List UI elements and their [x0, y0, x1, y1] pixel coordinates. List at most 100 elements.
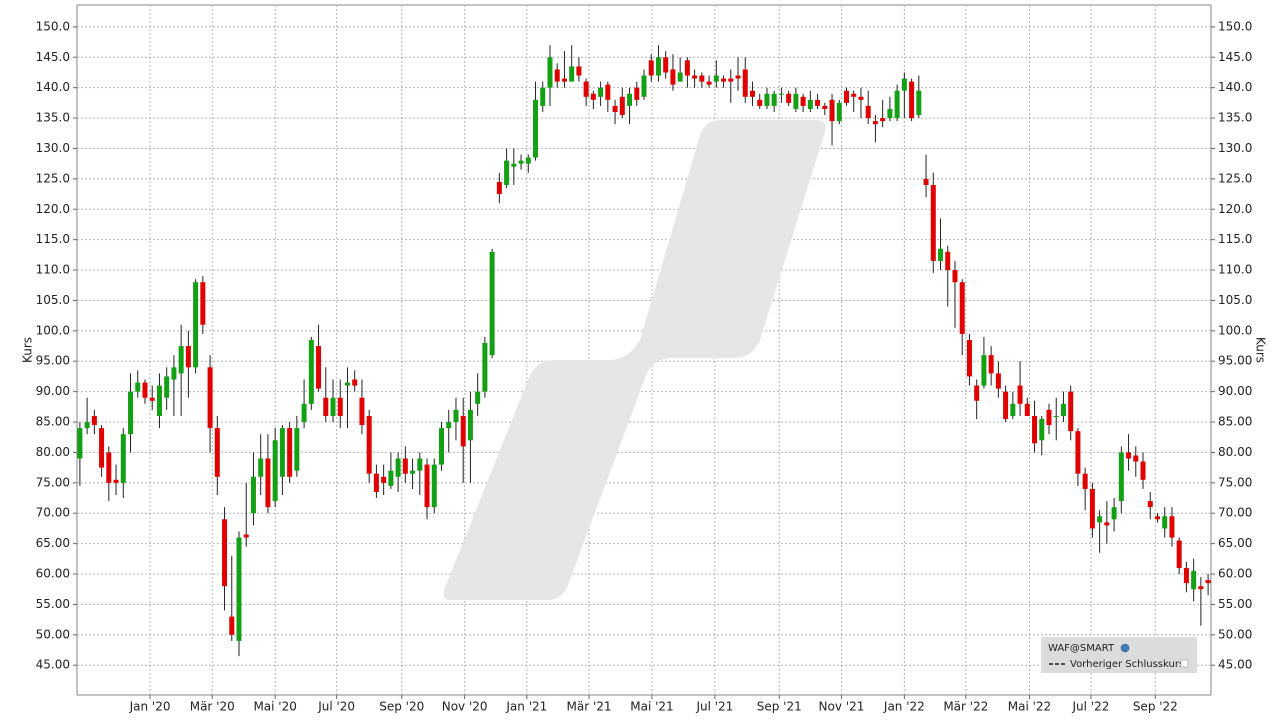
candle-body [829, 99, 835, 122]
candle-body [851, 93, 857, 97]
candle-body [569, 66, 575, 82]
x-tick-label: Nov '21 [819, 700, 865, 714]
candle-body [670, 69, 676, 85]
candle-body [439, 428, 444, 465]
candle-body [1089, 488, 1095, 529]
y2-tick-label: 105.0 [1218, 293, 1252, 307]
y2-tick-label: 50.00 [1218, 627, 1252, 641]
candle-body [583, 81, 589, 97]
candle-body [554, 69, 560, 82]
candle-body [663, 57, 669, 73]
y-tick-label: 90.00 [36, 384, 70, 398]
y2-tick-label: 60.00 [1218, 567, 1252, 581]
candle-body [735, 75, 741, 79]
x-tick-label: Jul '20 [317, 700, 355, 714]
candle-body [576, 66, 582, 76]
x-tick-label: Jan '21 [505, 700, 547, 714]
legend-checkbox[interactable] [1180, 659, 1189, 668]
y2-tick-label: 80.00 [1218, 445, 1252, 459]
x-tick-label: Mai '20 [253, 700, 296, 714]
x-tick-label: Mär '21 [567, 700, 612, 714]
candle-body [178, 346, 184, 374]
y-tick-label: 145.0 [36, 50, 70, 64]
candle-body [453, 409, 459, 423]
y-axis-title: Kurs [21, 337, 35, 363]
candle-body [858, 96, 864, 100]
candle-body [605, 84, 611, 100]
candle-body [410, 470, 416, 474]
candle-body [619, 96, 625, 116]
candle-body [128, 391, 134, 435]
candle-body [120, 434, 126, 483]
candle-body [250, 476, 256, 514]
candle-body [1162, 516, 1168, 529]
candle-body [1191, 570, 1197, 590]
x-tick-label: Jan '20 [129, 700, 171, 714]
candle-body [337, 397, 343, 416]
y-tick-label: 140.0 [36, 80, 70, 94]
candle-body [764, 93, 770, 106]
candle-body [272, 440, 278, 502]
y2-tick-label: 110.0 [1218, 263, 1252, 277]
y2-tick-label: 120.0 [1218, 202, 1252, 216]
candle-body [185, 346, 191, 368]
candle-body [793, 93, 799, 109]
candle-body [424, 464, 430, 508]
y2-tick-label: 150.0 [1218, 19, 1252, 33]
candle-body [1075, 431, 1081, 474]
candle-body [981, 355, 987, 386]
candle-body [959, 282, 965, 334]
candle-body [930, 184, 936, 261]
candle-body [887, 108, 893, 119]
candle-body [807, 99, 813, 109]
candle-body [634, 87, 640, 100]
candle-body [1097, 516, 1103, 523]
y2-tick-label: 90.00 [1218, 384, 1252, 398]
candle-body [1053, 415, 1059, 417]
y2-tick-label: 70.00 [1218, 506, 1252, 520]
y2-tick-label: 145.0 [1218, 50, 1252, 64]
candle-body [381, 476, 387, 483]
candle-body [330, 397, 336, 416]
y2-tick-label: 140.0 [1218, 80, 1252, 94]
candle-body [771, 93, 777, 106]
candles [77, 45, 1211, 657]
y2-tick-label: 75.00 [1218, 475, 1252, 489]
candle-body [1147, 501, 1153, 508]
candle-body [504, 160, 510, 185]
y-tick-label: 105.0 [36, 293, 70, 307]
candle-body [1032, 415, 1038, 444]
candle-body [91, 415, 97, 426]
y-tick-label: 150.0 [36, 19, 70, 33]
candle-body [200, 282, 206, 325]
candle-body [301, 403, 307, 423]
candle-body [99, 428, 105, 468]
candle-body [1104, 522, 1110, 526]
candle-body [525, 157, 531, 164]
candle-body [945, 251, 951, 271]
candle-body [742, 69, 748, 97]
candle-body [655, 57, 661, 76]
candle-body [373, 473, 379, 492]
candle-body [786, 93, 792, 103]
candle-body [648, 60, 654, 76]
candle-body [294, 428, 300, 471]
candle-body [1024, 403, 1030, 416]
candle-body [482, 343, 488, 392]
y2-tick-label: 135.0 [1218, 111, 1252, 125]
candle-body [258, 458, 264, 477]
x-tick-label: Mai '21 [630, 700, 673, 714]
x-tick-label: Sep '20 [379, 700, 424, 714]
candle-body [1010, 403, 1016, 416]
candle-body [193, 282, 199, 368]
y-tick-label: 75.00 [36, 475, 70, 489]
y-tick-label: 65.00 [36, 536, 70, 550]
candle-body [402, 458, 408, 474]
candle-body [938, 248, 944, 261]
candle-body [431, 464, 437, 508]
candle-body [279, 428, 285, 477]
y-tick-label: 130.0 [36, 141, 70, 155]
watermark [443, 120, 826, 600]
candle-body [287, 428, 293, 477]
candle-body [749, 90, 755, 97]
